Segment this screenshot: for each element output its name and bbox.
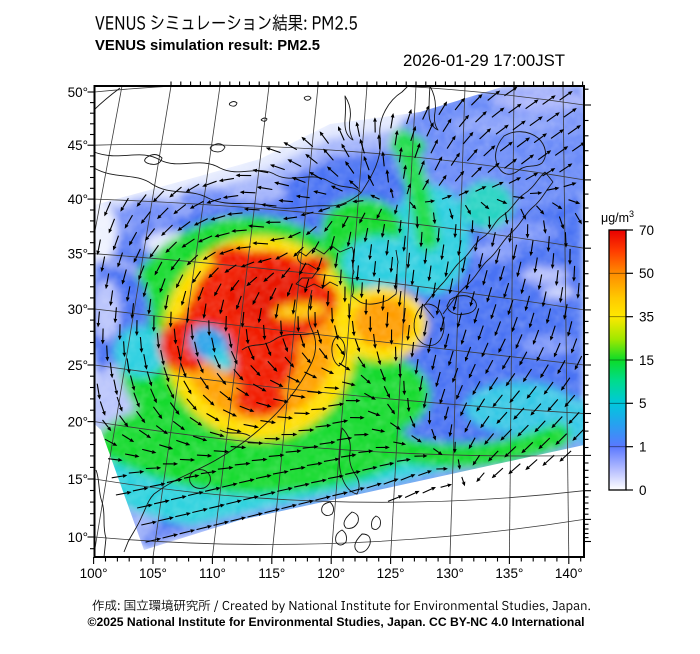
svg-text:30°: 30° bbox=[68, 302, 88, 317]
svg-text:35: 35 bbox=[639, 310, 654, 325]
svg-text:125°: 125° bbox=[377, 566, 405, 581]
svg-text:25°: 25° bbox=[68, 358, 88, 373]
svg-text:105°: 105° bbox=[139, 566, 167, 581]
svg-text:μg/m3: μg/m3 bbox=[601, 209, 634, 225]
svg-text:50°: 50° bbox=[68, 85, 88, 100]
svg-text:20°: 20° bbox=[68, 414, 88, 429]
svg-text:5: 5 bbox=[639, 396, 647, 411]
svg-text:2026-01-29 17:00JST: 2026-01-29 17:00JST bbox=[403, 51, 565, 70]
svg-text:0: 0 bbox=[639, 483, 647, 498]
svg-text:45°: 45° bbox=[68, 138, 88, 153]
svg-text:15: 15 bbox=[639, 353, 654, 368]
svg-text:110°: 110° bbox=[199, 566, 226, 581]
svg-text:10°: 10° bbox=[68, 530, 88, 545]
svg-text:50: 50 bbox=[639, 266, 654, 281]
svg-text:70: 70 bbox=[639, 223, 654, 238]
svg-text:40°: 40° bbox=[68, 192, 88, 207]
svg-text:100°: 100° bbox=[80, 566, 108, 581]
svg-text:1: 1 bbox=[639, 440, 647, 455]
svg-text:15°: 15° bbox=[68, 472, 88, 487]
svg-text:135°: 135° bbox=[495, 566, 523, 581]
svg-text:120°: 120° bbox=[317, 566, 345, 581]
svg-text:140°: 140° bbox=[555, 566, 583, 581]
svg-text:©2025 National Institute for E: ©2025 National Institute for Environment… bbox=[88, 615, 585, 629]
svg-text:130°: 130° bbox=[436, 566, 464, 581]
svg-text:115°: 115° bbox=[258, 566, 285, 581]
svg-text:VENUS simulation result: PM2.5: VENUS simulation result: PM2.5 bbox=[95, 38, 320, 54]
svg-text:35°: 35° bbox=[68, 247, 88, 262]
